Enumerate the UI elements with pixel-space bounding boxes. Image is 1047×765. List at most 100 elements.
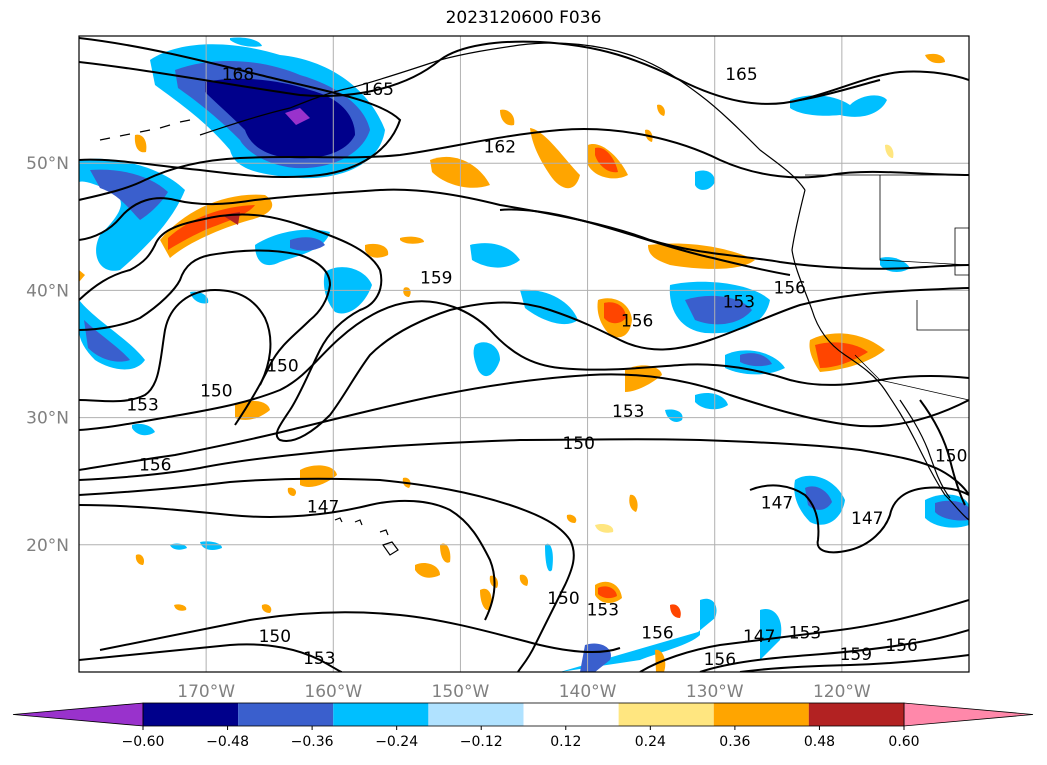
positive-anomaly-region xyxy=(598,586,617,599)
contour-line xyxy=(79,373,969,471)
negative-anomaly-region xyxy=(790,95,887,117)
positive-anomaly-region xyxy=(595,523,614,533)
contour-line xyxy=(499,208,791,276)
colorbar-segment xyxy=(618,703,714,726)
positive-anomaly-region xyxy=(440,543,451,563)
colorbar-tick-label: −0.48 xyxy=(206,734,249,750)
border-line xyxy=(879,175,969,266)
contour-label: 153 xyxy=(612,402,644,422)
negative-anomaly-region xyxy=(740,353,772,367)
colorbar-frame xyxy=(142,702,905,727)
negative-anomaly-region xyxy=(685,295,752,325)
contour-label: 153 xyxy=(303,649,335,669)
negative-anomaly-region xyxy=(520,289,578,325)
contour-line xyxy=(79,249,332,426)
baja-coastline xyxy=(899,399,951,499)
positive-anomaly-region xyxy=(519,574,529,586)
contour-label: 150 xyxy=(200,382,232,402)
colorbar-tick-label: 0.36 xyxy=(719,734,750,750)
colorbar-tick-label: −0.36 xyxy=(291,734,334,750)
coastlines xyxy=(99,42,969,556)
contour-line xyxy=(79,37,402,179)
contour-line xyxy=(79,188,969,270)
contour-line xyxy=(79,643,343,672)
contour-label: 153 xyxy=(126,396,158,416)
colorbar: −0.60 −0.48 −0.36 −0.24 −0.12 0.12 0.24 0.36 0.4… xyxy=(12,702,1034,750)
contour-label: 165 xyxy=(362,80,394,100)
contour-line xyxy=(919,399,966,506)
colorbar-segment xyxy=(428,703,524,726)
colorbar-tick-label: −0.12 xyxy=(460,734,503,750)
positive-anomaly-region xyxy=(235,400,270,420)
contour-line xyxy=(79,300,969,431)
map-frame xyxy=(78,35,970,673)
contour-label: 147 xyxy=(851,509,883,529)
lat-tick-label: 40°N xyxy=(26,281,69,301)
positive-anomaly-region xyxy=(403,287,411,297)
positive-anomaly-region xyxy=(174,604,187,611)
negative-anomaly-region xyxy=(90,169,168,220)
negative-anomaly-region xyxy=(200,541,222,550)
colorbar-segment xyxy=(238,703,334,726)
positive-anomaly-region xyxy=(657,104,665,116)
contour-label: 162 xyxy=(484,137,516,157)
lon-tick-label: 120°W xyxy=(813,682,871,702)
contour-label: 153 xyxy=(723,293,755,313)
alaska-coastline xyxy=(199,42,806,191)
positive-anomaly-region xyxy=(625,365,662,392)
contour-label: 150 xyxy=(547,589,579,609)
colorbar-segment xyxy=(523,703,619,726)
contour-line xyxy=(79,40,969,105)
positive-anomaly-region xyxy=(79,270,85,282)
positive-anomaly-region xyxy=(925,53,945,64)
contour-line xyxy=(79,213,969,442)
contour-line xyxy=(699,629,969,672)
contour-label: 156 xyxy=(641,623,673,643)
positive-anomaly-region xyxy=(400,236,424,244)
lat-tick-label: 30°N xyxy=(26,409,69,429)
positive-anomaly-region xyxy=(629,494,638,512)
negative-anomaly-region xyxy=(290,237,325,251)
colorbar-segment xyxy=(143,703,239,726)
negative-anomaly-region xyxy=(580,643,611,672)
positive-anomaly-region xyxy=(885,144,894,158)
negative-anomaly-region xyxy=(285,108,310,125)
colorbar-segment xyxy=(333,703,429,726)
negative-anomaly-region xyxy=(560,598,717,672)
negative-anomaly-region xyxy=(205,78,355,159)
border-line xyxy=(916,300,969,331)
lat-tick-label: 20°N xyxy=(26,536,69,556)
colorbar-tick-label: 0.12 xyxy=(550,734,581,750)
negative-anomaly-region xyxy=(230,37,262,47)
anomaly-shading xyxy=(79,37,969,672)
aleutian-islands xyxy=(99,119,191,141)
border-line xyxy=(954,227,969,276)
colorbar-tick-label: 0.24 xyxy=(635,734,666,750)
negative-anomaly-region xyxy=(545,543,553,572)
positive-anomaly-region xyxy=(670,604,681,618)
political-borders xyxy=(805,174,969,401)
positive-anomaly-region xyxy=(530,128,580,189)
border-line xyxy=(854,354,969,401)
contour-labels: 168 165 165 162 159 156 153 156 150 150 153 156 153 1… xyxy=(126,65,967,670)
negative-anomaly-region xyxy=(132,423,155,436)
positive-anomaly-region xyxy=(595,147,618,173)
hawaii-islands xyxy=(334,517,399,556)
contour-label: 150 xyxy=(562,434,594,454)
contour-label: 165 xyxy=(725,65,757,85)
height-contours xyxy=(79,37,969,672)
positive-anomaly-region xyxy=(365,243,389,258)
positive-anomaly-region xyxy=(604,302,626,324)
contour-line xyxy=(79,288,272,403)
contour-line xyxy=(99,611,621,653)
lon-tick-label: 140°W xyxy=(559,682,617,702)
lon-tick-label: 130°W xyxy=(686,682,744,702)
positive-anomaly-region xyxy=(300,465,337,487)
contour-line xyxy=(79,128,969,201)
contour-label: 150 xyxy=(266,356,298,376)
contour-label: 153 xyxy=(587,600,619,620)
contour-label: 147 xyxy=(743,627,775,647)
negative-anomaly-region xyxy=(695,170,715,190)
lon-tick-label: 160°W xyxy=(304,682,362,702)
contour-label: 156 xyxy=(704,650,736,670)
